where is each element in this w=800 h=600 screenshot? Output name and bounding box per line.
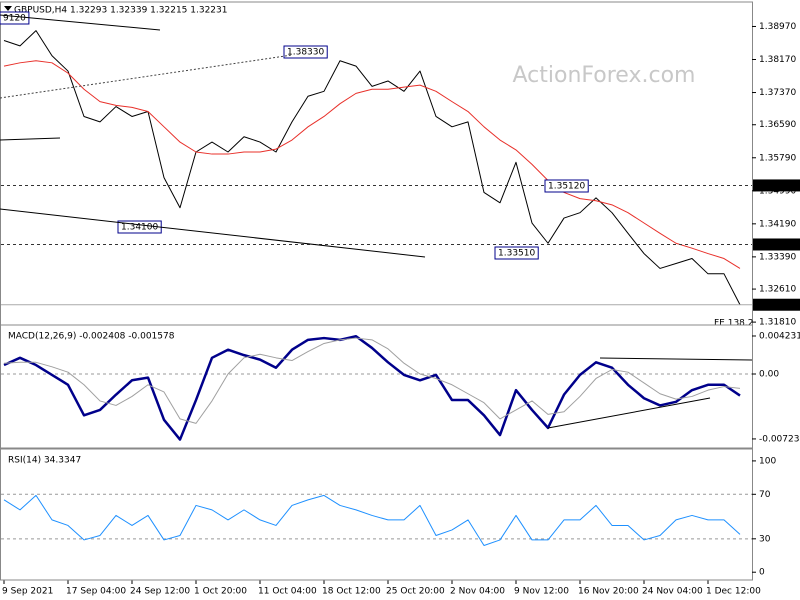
trend-line <box>599 357 753 361</box>
y-tick-label: 1.33390 <box>759 252 796 262</box>
y-tick-label: 30 <box>759 534 771 544</box>
panel-frame <box>0 448 753 581</box>
panel-title: GBPUSD,H4 1.32293 1.32339 1.32215 1.3223… <box>14 6 227 16</box>
x-tick-label: 25 Oct 20:00 <box>386 587 445 597</box>
price-level-box <box>753 238 800 251</box>
annotation: 9120 <box>3 14 26 24</box>
panel-title: MACD(12,26,9) -0.002408 -0.001578 <box>8 332 175 342</box>
y-tick-label: 1.38970 <box>759 22 796 32</box>
x-tick-label: 11 Oct 04:00 <box>258 587 317 597</box>
annotation: 1.34100 <box>121 223 158 233</box>
y-tick-label: 1.34190 <box>759 219 796 229</box>
annotation: 1.38330 <box>287 48 324 58</box>
x-tick-label: 24 Nov 04:00 <box>642 587 703 597</box>
series-line <box>3 30 741 305</box>
y-tick-label: 1.31810 <box>759 318 796 328</box>
x-tick-label: 1 Oct 20:00 <box>194 587 247 597</box>
watermark: ActionForex.com <box>513 63 696 88</box>
annotation-box <box>283 45 328 59</box>
symbol-icon <box>4 6 12 11</box>
annotation-box <box>494 246 539 260</box>
annotation-box <box>544 179 589 193</box>
x-tick-label: 24 Sep 12:00 <box>130 587 190 597</box>
trend-line <box>0 208 426 258</box>
x-tick-label: 17 Sep 04:00 <box>66 587 126 597</box>
corner-note: FE 138.2 <box>714 319 754 329</box>
x-tick-label: 18 Oct 12:00 <box>322 587 381 597</box>
trend-line <box>547 397 711 429</box>
y-tick-label: 1.32610 <box>759 285 796 295</box>
y-tick-label: 1.38170 <box>759 55 796 65</box>
panel-title: RSI(14) 34.3347 <box>8 456 81 466</box>
annotation: 1.33510 <box>498 249 535 259</box>
x-tick-label: 2 Nov 04:00 <box>450 587 505 597</box>
trend-line <box>0 137 61 141</box>
trend-line <box>0 54 293 99</box>
price-level-label: 1.33690 <box>758 240 795 250</box>
panel-frame <box>0 324 753 449</box>
price-level-label: 1.32231 <box>758 300 795 310</box>
price-level-box <box>753 179 800 192</box>
y-tick-label: 1.36590 <box>759 120 796 130</box>
y-tick-label: 0.00 <box>759 369 779 379</box>
y-tick-label: 70 <box>759 490 771 500</box>
x-tick-label: 1 Dec 12:00 <box>706 587 761 597</box>
y-tick-label: 0 <box>759 568 765 578</box>
price-level-label: 1.35120 <box>758 181 795 191</box>
y-tick-label: 0.004231 <box>759 331 800 341</box>
x-tick-label: 9 Nov 12:00 <box>514 587 569 597</box>
series-line <box>3 337 741 424</box>
x-tick-label: 16 Nov 20:00 <box>578 587 639 597</box>
series-line <box>3 335 741 441</box>
series-line <box>3 60 741 269</box>
y-tick-label: -0.00723 <box>759 434 799 444</box>
series-line <box>3 494 741 546</box>
annotation: 1.35120 <box>548 182 585 192</box>
y-tick-label: 1.37370 <box>759 88 796 98</box>
x-tick-label: 9 Sep 2021 <box>2 587 53 597</box>
y-tick-label: 1.35790 <box>759 153 796 163</box>
y-tick-label: 100 <box>759 456 776 466</box>
trend-line <box>0 14 161 31</box>
price-level-box <box>753 298 800 311</box>
